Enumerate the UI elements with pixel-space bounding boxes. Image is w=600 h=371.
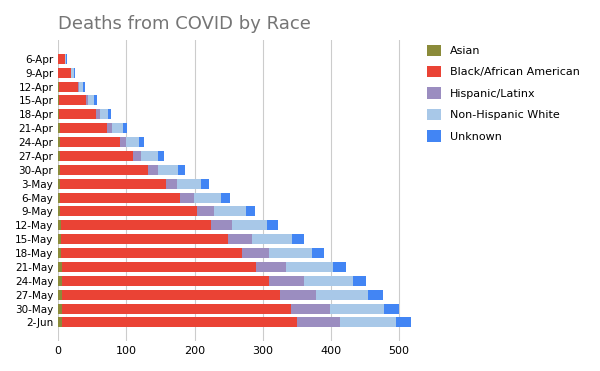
Bar bbox=[316, 290, 368, 300]
Bar bbox=[61, 234, 228, 244]
Bar bbox=[333, 262, 346, 272]
Bar bbox=[178, 179, 202, 189]
Bar bbox=[58, 109, 59, 119]
Bar bbox=[58, 206, 60, 216]
Bar bbox=[83, 82, 85, 92]
Bar bbox=[58, 179, 60, 189]
Bar bbox=[330, 303, 384, 313]
Bar bbox=[312, 248, 324, 258]
Bar bbox=[232, 220, 268, 230]
Bar bbox=[158, 151, 164, 161]
Bar bbox=[78, 82, 79, 92]
Bar bbox=[133, 151, 140, 161]
Bar bbox=[58, 123, 59, 133]
Bar bbox=[245, 206, 255, 216]
Bar bbox=[58, 276, 62, 286]
Bar bbox=[125, 137, 139, 147]
Bar bbox=[353, 276, 366, 286]
Bar bbox=[290, 303, 330, 313]
Bar bbox=[62, 303, 290, 313]
Bar bbox=[58, 220, 61, 230]
Bar bbox=[58, 68, 71, 78]
Bar bbox=[74, 68, 75, 78]
Bar bbox=[269, 248, 312, 258]
Bar bbox=[292, 234, 304, 244]
Bar bbox=[59, 151, 133, 161]
Bar bbox=[119, 137, 125, 147]
Bar bbox=[58, 290, 62, 300]
Bar bbox=[123, 123, 127, 133]
Bar bbox=[108, 109, 112, 119]
Bar bbox=[197, 206, 214, 216]
Legend: Asian, Black/African American, Hispanic/Latinx, Non-Hispanic White, Unknown: Asian, Black/African American, Hispanic/… bbox=[423, 40, 584, 146]
Bar bbox=[58, 262, 62, 272]
Bar bbox=[340, 318, 395, 328]
Bar bbox=[58, 95, 59, 105]
Bar bbox=[61, 248, 242, 258]
Bar bbox=[60, 193, 179, 203]
Bar bbox=[88, 95, 94, 105]
Bar bbox=[61, 220, 211, 230]
Bar bbox=[286, 262, 333, 272]
Bar bbox=[253, 234, 292, 244]
Bar bbox=[58, 303, 62, 313]
Bar bbox=[62, 318, 298, 328]
Bar bbox=[59, 123, 107, 133]
Bar bbox=[60, 206, 197, 216]
Bar bbox=[58, 193, 60, 203]
Bar bbox=[94, 95, 97, 105]
Bar bbox=[97, 109, 100, 119]
Bar bbox=[178, 165, 185, 175]
Bar bbox=[384, 303, 399, 313]
Bar bbox=[60, 179, 166, 189]
Bar bbox=[112, 123, 123, 133]
Bar bbox=[139, 137, 144, 147]
Bar bbox=[368, 290, 383, 300]
Text: Deaths from COVID by Race: Deaths from COVID by Race bbox=[58, 15, 311, 33]
Bar bbox=[79, 82, 83, 92]
Bar bbox=[107, 123, 112, 133]
Bar bbox=[202, 179, 209, 189]
Bar bbox=[158, 165, 178, 175]
Bar bbox=[166, 179, 178, 189]
Bar bbox=[194, 193, 221, 203]
Bar bbox=[148, 165, 158, 175]
Bar bbox=[65, 54, 67, 64]
Bar bbox=[395, 318, 411, 328]
Bar bbox=[228, 234, 253, 244]
Bar bbox=[59, 109, 97, 119]
Bar bbox=[304, 276, 353, 286]
Bar bbox=[59, 137, 119, 147]
Bar bbox=[58, 137, 59, 147]
Bar bbox=[58, 248, 61, 258]
Bar bbox=[58, 234, 61, 244]
Bar bbox=[269, 276, 304, 286]
Bar bbox=[62, 276, 269, 286]
Bar bbox=[100, 109, 108, 119]
Bar bbox=[62, 262, 256, 272]
Bar bbox=[298, 318, 340, 328]
Bar bbox=[280, 290, 316, 300]
Bar bbox=[256, 262, 286, 272]
Bar bbox=[214, 206, 245, 216]
Bar bbox=[58, 54, 65, 64]
Bar bbox=[58, 318, 62, 328]
Bar bbox=[268, 220, 278, 230]
Bar bbox=[179, 193, 194, 203]
Bar bbox=[71, 68, 74, 78]
Bar bbox=[58, 151, 59, 161]
Bar bbox=[59, 165, 148, 175]
Bar bbox=[62, 290, 280, 300]
Bar bbox=[86, 95, 88, 105]
Bar bbox=[242, 248, 269, 258]
Bar bbox=[211, 220, 232, 230]
Bar bbox=[140, 151, 158, 161]
Bar bbox=[221, 193, 230, 203]
Bar bbox=[59, 82, 78, 92]
Bar bbox=[59, 95, 86, 105]
Bar bbox=[58, 82, 59, 92]
Bar bbox=[58, 165, 59, 175]
